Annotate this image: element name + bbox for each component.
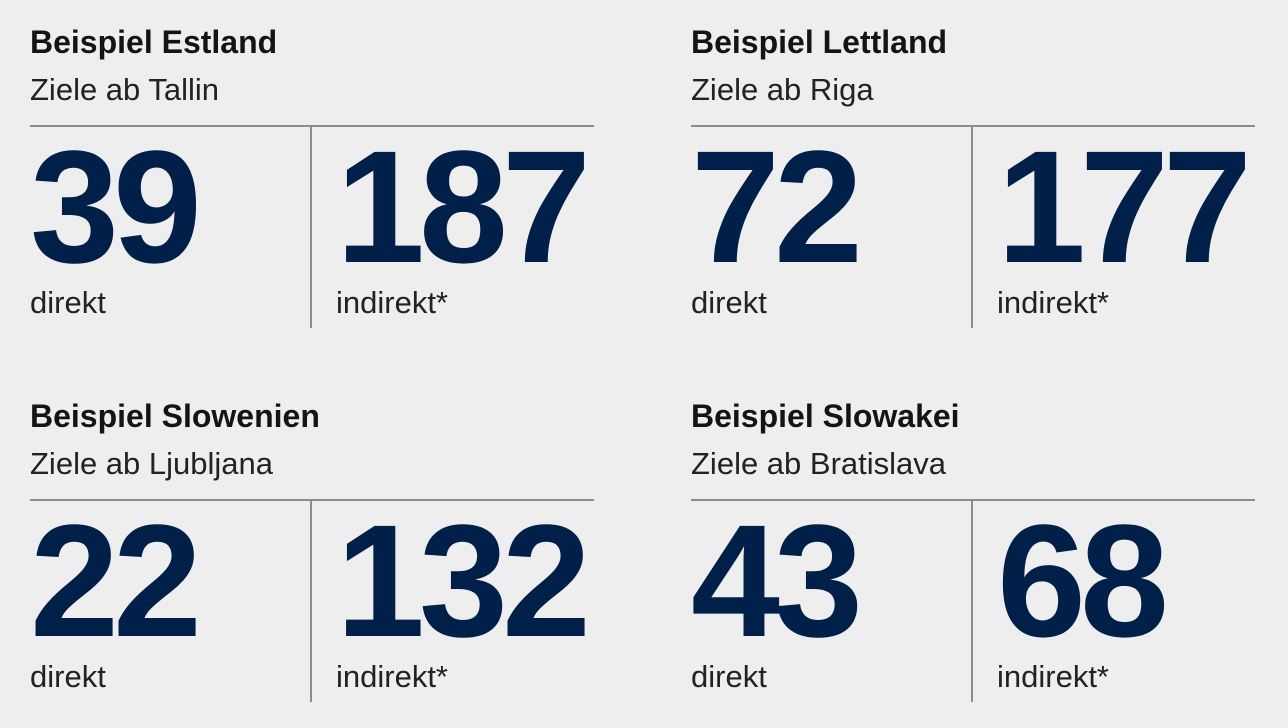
card-subtitle: Ziele ab Tallin xyxy=(30,72,219,107)
direct-label: direkt xyxy=(30,285,106,320)
card-subtitle: Ziele ab Riga xyxy=(691,72,874,107)
indirect-label: indirekt* xyxy=(997,285,1109,320)
indirect-count: 177 xyxy=(997,117,1252,296)
vertical-divider xyxy=(971,126,973,328)
vertical-divider xyxy=(310,500,312,702)
horizontal-rule xyxy=(30,125,594,127)
card-title: Beispiel Estland xyxy=(30,24,278,60)
card-lettland: Beispiel Lettland Ziele ab Riga 72 direk… xyxy=(691,0,1255,330)
horizontal-rule xyxy=(30,499,594,501)
card-subtitle: Ziele ab Ljubljana xyxy=(30,446,274,481)
indirect-count: 132 xyxy=(336,491,591,670)
indirect-label: indirekt* xyxy=(336,285,448,320)
direct-count: 39 xyxy=(30,117,202,296)
horizontal-rule xyxy=(691,125,1255,127)
card-estland: Beispiel Estland Ziele ab Tallin 39 dire… xyxy=(30,0,594,330)
direct-count: 22 xyxy=(30,491,202,670)
direct-count: 72 xyxy=(691,117,863,296)
card-title: Beispiel Lettland xyxy=(691,24,948,60)
direct-count: 43 xyxy=(691,491,863,670)
horizontal-rule xyxy=(691,499,1255,501)
direct-label: direkt xyxy=(691,285,767,320)
direct-label: direkt xyxy=(30,659,106,694)
card-slowakei: Beispiel Slowakei Ziele ab Bratislava 43… xyxy=(691,374,1255,704)
vertical-divider xyxy=(310,126,312,328)
card-slowenien: Beispiel Slowenien Ziele ab Ljubljana 22… xyxy=(30,374,594,704)
vertical-divider xyxy=(971,500,973,702)
indirect-count: 68 xyxy=(997,491,1169,670)
card-subtitle: Ziele ab Bratislava xyxy=(691,446,947,481)
indirect-count: 187 xyxy=(336,117,591,296)
direct-label: direkt xyxy=(691,659,767,694)
indirect-label: indirekt* xyxy=(336,659,448,694)
indirect-label: indirekt* xyxy=(997,659,1109,694)
card-title: Beispiel Slowenien xyxy=(30,398,320,434)
card-title: Beispiel Slowakei xyxy=(691,398,960,434)
